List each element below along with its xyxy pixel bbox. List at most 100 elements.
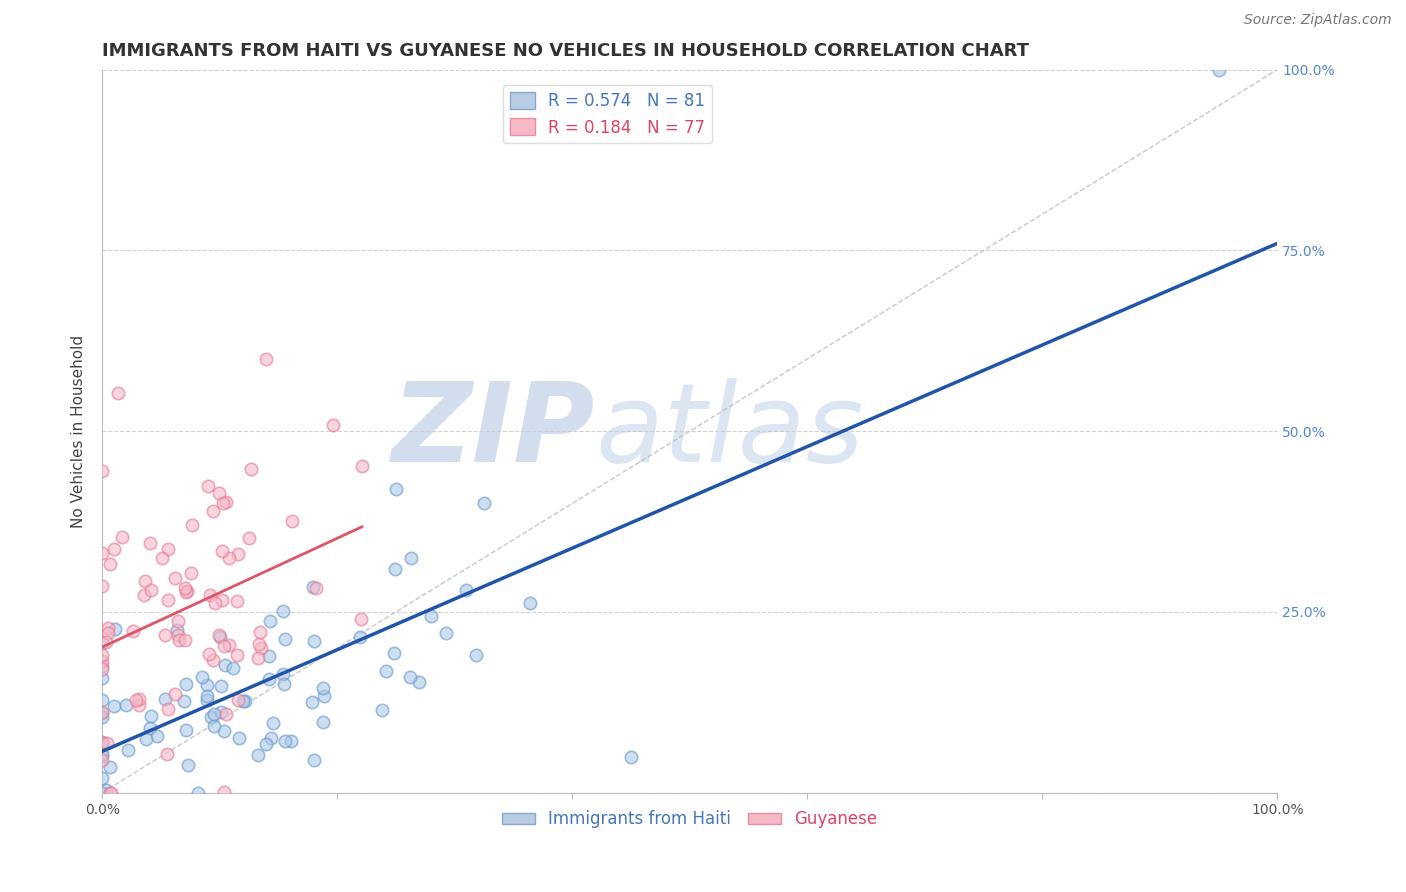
Point xyxy=(91,747,114,761)
Point xyxy=(91,662,114,676)
Point xyxy=(260,731,283,745)
Text: ZIP: ZIP xyxy=(392,377,596,484)
Point xyxy=(198,647,221,661)
Point xyxy=(302,634,325,648)
Point xyxy=(124,692,146,706)
Point xyxy=(1208,62,1230,77)
Point xyxy=(174,585,197,599)
Point xyxy=(166,623,188,637)
Point xyxy=(312,681,335,696)
Point xyxy=(259,615,281,629)
Point xyxy=(215,495,238,509)
Point xyxy=(174,723,197,738)
Point xyxy=(202,719,225,733)
Point xyxy=(91,710,114,724)
Point xyxy=(232,694,254,708)
Point xyxy=(247,650,270,665)
Point xyxy=(100,786,122,800)
Point xyxy=(180,566,202,581)
Point xyxy=(209,679,232,693)
Point xyxy=(304,581,326,595)
Point xyxy=(208,627,231,641)
Point xyxy=(174,632,197,647)
Point xyxy=(96,634,118,648)
Point xyxy=(212,785,235,799)
Text: IMMIGRANTS FROM HAITI VS GUYANESE NO VEHICLES IN HOUSEHOLD CORRELATION CHART: IMMIGRANTS FROM HAITI VS GUYANESE NO VEH… xyxy=(103,42,1029,60)
Y-axis label: No Vehicles in Household: No Vehicles in Household xyxy=(72,334,86,528)
Point xyxy=(135,732,157,747)
Point xyxy=(226,692,249,706)
Point xyxy=(91,658,114,673)
Point xyxy=(139,536,162,550)
Point xyxy=(312,714,335,729)
Point xyxy=(121,624,143,638)
Point xyxy=(163,687,186,701)
Point xyxy=(398,670,420,684)
Point xyxy=(98,786,121,800)
Point xyxy=(91,735,114,749)
Point xyxy=(274,733,297,747)
Point xyxy=(91,753,114,767)
Point xyxy=(314,689,336,703)
Point xyxy=(153,691,176,706)
Point xyxy=(91,579,114,593)
Point xyxy=(91,648,114,663)
Point xyxy=(96,736,118,750)
Point xyxy=(384,646,406,660)
Point xyxy=(156,747,179,761)
Point xyxy=(249,625,271,640)
Point xyxy=(349,630,371,644)
Point xyxy=(195,678,218,692)
Point xyxy=(202,653,225,667)
Point xyxy=(91,464,114,478)
Point xyxy=(91,736,114,750)
Point xyxy=(141,709,163,723)
Point xyxy=(208,630,231,644)
Point xyxy=(91,786,114,800)
Point xyxy=(117,742,139,756)
Text: Source: ZipAtlas.com: Source: ZipAtlas.com xyxy=(1244,13,1392,28)
Point xyxy=(91,546,114,560)
Point xyxy=(302,752,325,766)
Point xyxy=(254,351,277,366)
Point xyxy=(301,695,323,709)
Point xyxy=(218,638,240,652)
Point xyxy=(211,496,233,510)
Point xyxy=(273,677,295,691)
Point xyxy=(472,496,495,510)
Point xyxy=(302,580,325,594)
Point xyxy=(167,628,190,642)
Point xyxy=(163,571,186,585)
Point xyxy=(454,582,477,597)
Point xyxy=(214,657,236,672)
Point xyxy=(226,547,249,561)
Point xyxy=(98,759,121,773)
Point xyxy=(103,542,125,557)
Point xyxy=(195,689,218,703)
Point xyxy=(128,692,150,706)
Point xyxy=(228,731,250,745)
Point xyxy=(233,694,256,708)
Point xyxy=(176,758,198,772)
Point xyxy=(197,479,219,493)
Point xyxy=(274,632,297,646)
Point xyxy=(322,418,344,433)
Point xyxy=(97,626,120,640)
Point xyxy=(91,654,114,668)
Point xyxy=(180,518,202,533)
Point xyxy=(249,641,271,656)
Point xyxy=(262,715,284,730)
Point xyxy=(238,531,260,545)
Point xyxy=(211,592,233,607)
Point xyxy=(198,588,221,602)
Point xyxy=(139,582,162,597)
Point xyxy=(155,628,177,642)
Point xyxy=(146,729,169,743)
Point xyxy=(173,694,195,708)
Point xyxy=(156,593,179,607)
Point xyxy=(167,633,190,648)
Point xyxy=(91,693,114,707)
Point xyxy=(209,705,232,719)
Point xyxy=(226,648,249,663)
Point xyxy=(150,550,173,565)
